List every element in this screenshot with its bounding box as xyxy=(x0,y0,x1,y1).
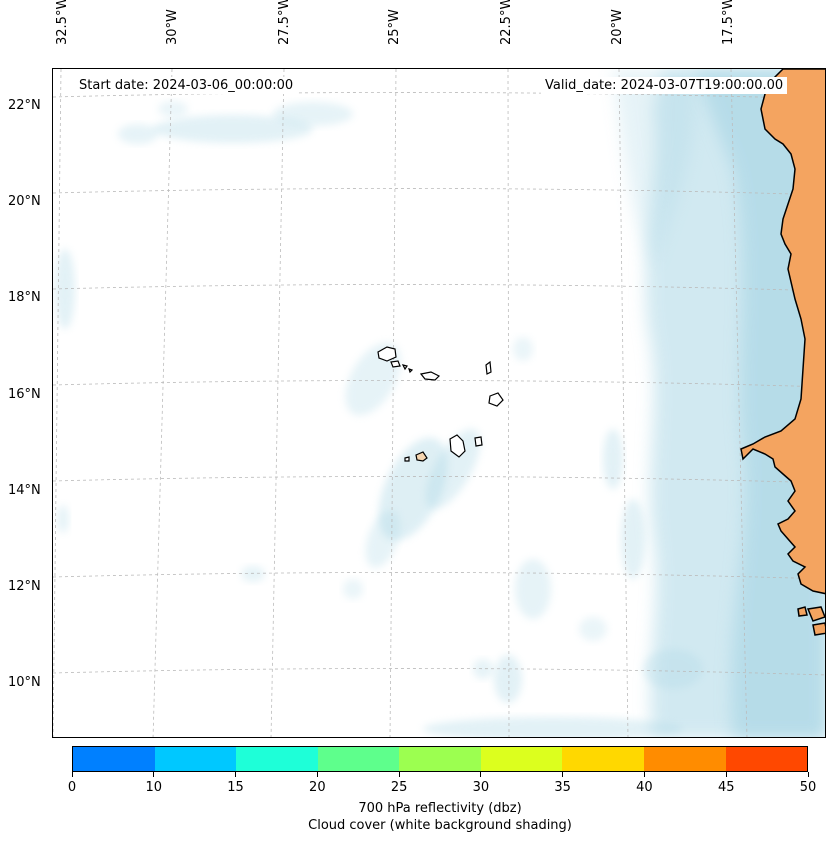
colorbar-tick-label: 50 xyxy=(799,780,817,795)
colorbar-tick xyxy=(562,772,564,777)
lon-label-27-5w: 27.5°W xyxy=(276,0,292,45)
colorbar-segment xyxy=(399,747,481,771)
colorbar-tick-label: 10 xyxy=(145,780,163,795)
colorbar-label-reflectivity: 700 hPa reflectivity (dbz) xyxy=(358,801,522,816)
colorbar-segment xyxy=(236,747,318,771)
start-date-label: Start date: 2024-03-06_00:00:00 xyxy=(75,77,298,94)
lat-label-20n: 20°N xyxy=(8,194,41,209)
colorbar-tick xyxy=(643,772,645,777)
colorbar-tick-label: 25 xyxy=(390,780,408,795)
lon-label-22-5w: 22.5°W xyxy=(498,0,514,45)
cloud-cover xyxy=(55,69,825,737)
colorbar-tick-label: 20 xyxy=(309,780,326,795)
colorbar-segment xyxy=(480,747,563,771)
colorbar-label-cloud-cover: Cloud cover (white background shading) xyxy=(308,818,572,833)
colorbar-segment xyxy=(562,747,644,771)
colorbar-tick-label: 15 xyxy=(227,780,244,795)
colorbar-tick xyxy=(235,772,237,777)
colorbar-tick-label: 35 xyxy=(554,780,571,795)
colorbar-segment xyxy=(643,747,726,771)
colorbar-segment xyxy=(317,747,400,771)
colorbar-segment xyxy=(725,747,808,771)
lat-label-10n: 10°N xyxy=(8,675,41,690)
colorbar-tick xyxy=(480,772,482,777)
colorbar xyxy=(72,746,808,772)
colorbar-tick-label: 45 xyxy=(717,780,735,795)
lon-label-20w: 20°W xyxy=(609,9,625,45)
colorbar-segment xyxy=(73,747,155,771)
colorbar-tick-label: 40 xyxy=(636,780,653,795)
colorbar-tick-label: 30 xyxy=(472,780,490,795)
lon-label-25w: 25°W xyxy=(386,9,402,45)
cape-verde-islands xyxy=(377,346,504,462)
lon-label-30w: 30°W xyxy=(164,9,180,45)
colorbar-tick xyxy=(398,772,400,777)
lat-label-18n: 18°N xyxy=(8,290,41,305)
colorbar-tick xyxy=(316,772,318,777)
colorbar-tick xyxy=(71,772,73,777)
colorbar-tick xyxy=(725,772,727,777)
gridlines xyxy=(53,69,825,737)
lon-label-32-5w: 32.5°W xyxy=(54,0,70,45)
lat-label-16n: 16°N xyxy=(8,387,41,402)
african-coast-land xyxy=(740,69,825,636)
colorbar-tick-label: 0 xyxy=(67,780,77,795)
lat-label-12n: 12°N xyxy=(8,579,41,594)
lat-label-14n: 14°N xyxy=(8,483,41,498)
lon-label-17-5w: 17.5°W xyxy=(720,0,736,45)
colorbar-tick xyxy=(153,772,155,777)
map-panel xyxy=(52,68,826,738)
lat-label-22n: 22°N xyxy=(8,98,41,113)
colorbar-segment xyxy=(154,747,237,771)
colorbar-tick xyxy=(807,772,809,777)
valid-date-label: Valid_date: 2024-03-07T19:00:00.00 xyxy=(541,77,788,94)
map-canvas xyxy=(53,69,825,737)
